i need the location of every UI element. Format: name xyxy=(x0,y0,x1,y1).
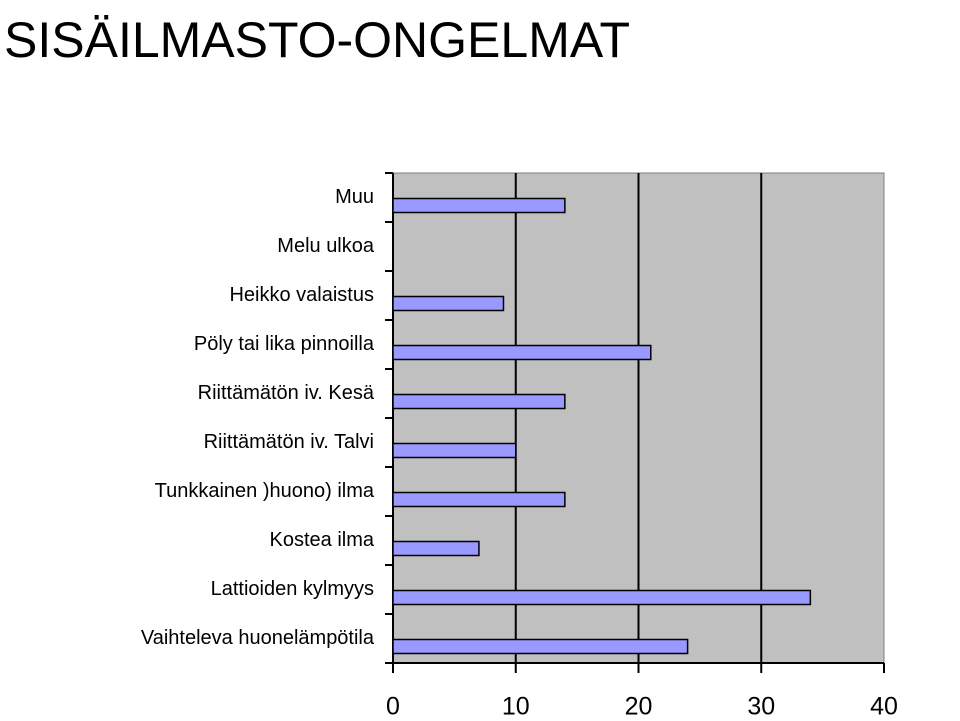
bar xyxy=(392,295,505,312)
y-tick-label: Melu ulkoa xyxy=(277,235,375,257)
chart-title: SISÄILMASTO-ONGELMAT xyxy=(4,12,630,68)
y-tick-label: Heikko valaistus xyxy=(229,284,374,306)
y-tick-label: Lattioiden kylmyys xyxy=(211,578,374,600)
y-tick-label: Riittämätön iv. Talvi xyxy=(204,431,374,453)
x-tick-label: 10 xyxy=(502,693,530,721)
bar xyxy=(392,589,812,606)
y-tick-label: Riittämätön iv. Kesä xyxy=(198,382,375,404)
bar xyxy=(392,393,566,410)
y-tick-label: Pöly tai lika pinnoilla xyxy=(194,333,375,355)
y-tick-label: Tunkkainen )huono) ilma xyxy=(155,480,375,502)
bar xyxy=(392,638,689,655)
y-tick-label: Vaihteleva huonelämpötila xyxy=(141,627,375,649)
bar xyxy=(392,197,566,214)
x-tick-label: 0 xyxy=(386,693,400,721)
bar xyxy=(392,491,566,508)
bar xyxy=(392,344,652,361)
y-tick-label: Kostea ilma xyxy=(270,529,375,551)
bar xyxy=(392,442,517,459)
x-tick-label: 20 xyxy=(625,693,653,721)
bar xyxy=(392,540,480,557)
y-tick-label: Muu xyxy=(335,186,374,208)
x-tick-label: 40 xyxy=(870,693,898,721)
x-tick-label: 30 xyxy=(747,693,775,721)
